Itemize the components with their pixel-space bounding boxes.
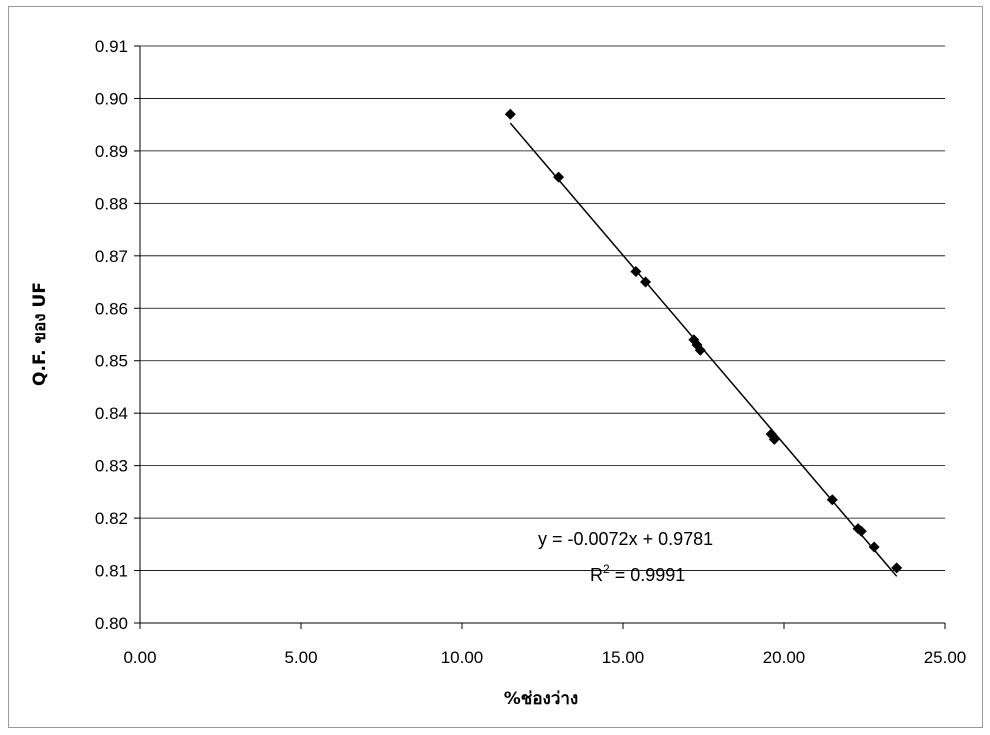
- gridlines: [140, 45, 945, 571]
- y-tick-label: 0.85: [95, 352, 128, 371]
- y-tick-labels: 0.80 0.81 0.82 0.83 0.84 0.85 0.86 0.87 0.88 0.89…: [95, 37, 140, 633]
- y-tick-label: 0.90: [95, 89, 128, 108]
- y-tick-label: 0.81: [95, 562, 128, 581]
- data-point: [891, 562, 903, 574]
- data-points: [504, 108, 903, 574]
- r-squared-value: = 0.9991: [610, 565, 686, 585]
- y-tick-label: 0.82: [95, 509, 128, 528]
- y-tick-label: 0.91: [95, 37, 128, 56]
- trendline-equation: y = -0.0072x + 0.9781: [538, 529, 713, 549]
- x-tick-labels: 0.00 5.00 10.00 15.00 20.00 25.00: [123, 623, 966, 667]
- x-tick-label: 15.00: [602, 648, 645, 667]
- y-tick-label: 0.80: [95, 614, 128, 633]
- y-tick-label: 0.83: [95, 457, 128, 476]
- y-tick-label: 0.84: [95, 404, 128, 423]
- data-point: [694, 344, 706, 356]
- data-point: [630, 266, 642, 278]
- data-point: [504, 108, 516, 120]
- chart-frame: [8, 6, 983, 728]
- r-squared-prefix: R: [590, 565, 603, 585]
- x-tick-label: 10.00: [441, 648, 484, 667]
- y-tick-label: 0.89: [95, 142, 128, 161]
- y-tick-label: 0.86: [95, 299, 128, 318]
- data-point: [640, 276, 652, 288]
- data-point: [553, 171, 565, 183]
- data-point: [826, 494, 838, 506]
- x-tick-label: 5.00: [284, 648, 317, 667]
- y-tick-label: 0.88: [95, 194, 128, 213]
- data-point: [868, 541, 880, 553]
- x-tick-label: 25.00: [924, 648, 967, 667]
- data-point: [768, 433, 780, 445]
- axes: [139, 46, 945, 624]
- data-point: [855, 525, 867, 537]
- x-tick-label: 20.00: [763, 648, 806, 667]
- x-axis-title: %ช่องว่าง: [504, 689, 578, 709]
- r-squared-label: R2 = 0.9991: [590, 562, 685, 585]
- y-tick-label: 0.87: [95, 247, 128, 266]
- x-tick-label: 0.00: [123, 648, 156, 667]
- r-squared-superscript: 2: [603, 562, 610, 576]
- y-axis-title: Q.F. ของ UF: [30, 282, 50, 386]
